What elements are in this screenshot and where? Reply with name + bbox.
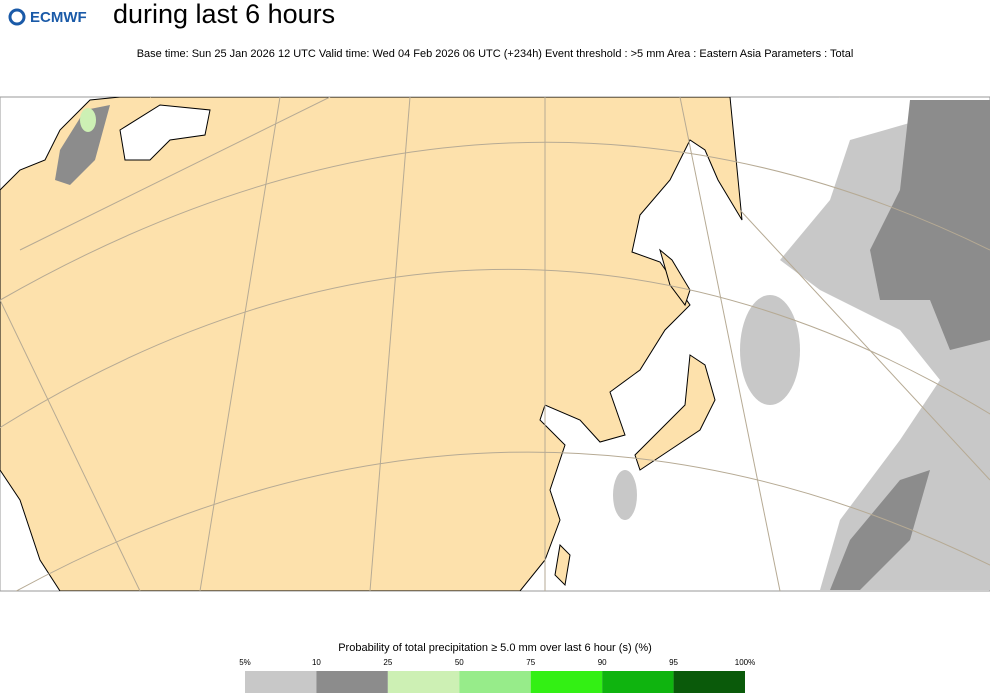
grid-line (679, 97, 781, 591)
legend-title: Probability of total precipitation ≥ 5.0… (338, 642, 652, 654)
logo-icon (8, 8, 26, 26)
grid-line (19, 97, 331, 251)
precip-area (613, 470, 637, 520)
precip-mid (55, 100, 990, 590)
sakhalin (659, 248, 691, 307)
grid-line (0, 141, 990, 301)
legend: 5% 10 25 50 75 90 95 100% (239, 658, 755, 693)
land (0, 97, 743, 591)
legend-swatch (316, 671, 388, 693)
grid-line (199, 97, 281, 591)
legend-tick-label: 90 (598, 658, 607, 667)
grid-line (739, 209, 990, 481)
legend-tick-label: 25 (383, 658, 392, 667)
title: during last 6 hours (113, 0, 335, 29)
legend-tick-label: 95 (669, 658, 678, 667)
legend-swatch (530, 671, 603, 693)
legend-tick-label: 10 (312, 658, 321, 667)
logo-text: ECMWF (30, 9, 87, 26)
precip-area (740, 295, 800, 405)
subtitle: Base time: Sun 25 Jan 2026 12 UTC Valid … (137, 48, 854, 60)
grid-line (15, 451, 990, 591)
grid-line (0, 299, 141, 591)
legend-swatch (459, 671, 531, 693)
japan (634, 354, 716, 471)
graticule (0, 97, 990, 591)
map (0, 96, 990, 592)
precip-area (80, 108, 96, 132)
precip-area (55, 105, 110, 185)
legend-tick-label: 5% (239, 658, 251, 667)
legend-tick-label: 75 (526, 658, 535, 667)
taiwan (554, 543, 571, 587)
white-sea (119, 104, 211, 161)
logo: ECMWF (8, 8, 87, 26)
grid-line (0, 269, 990, 429)
precip-area (830, 470, 930, 590)
legend-swatch (245, 671, 317, 693)
legend-swatch (387, 671, 460, 693)
legend-swatch (673, 671, 745, 693)
legend-tick-label: 50 (455, 658, 464, 667)
precip-area (870, 100, 990, 350)
legend-swatch (602, 671, 674, 693)
grid-line (369, 97, 411, 591)
legend-tick-label: 100% (735, 658, 755, 667)
